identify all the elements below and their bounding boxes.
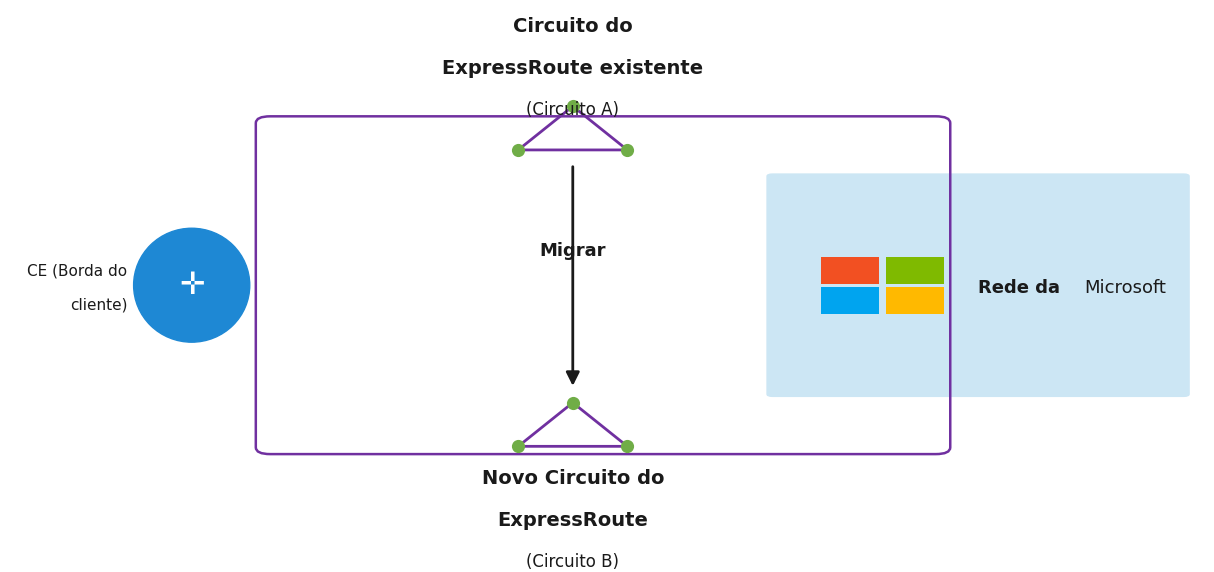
Text: ExpressRoute existente: ExpressRoute existente bbox=[442, 59, 703, 78]
Bar bbox=[886, 257, 944, 284]
Point bbox=[618, 442, 637, 451]
Text: Migrar: Migrar bbox=[539, 241, 606, 260]
Point bbox=[563, 102, 583, 111]
Text: (Circuito A): (Circuito A) bbox=[527, 101, 619, 118]
Ellipse shape bbox=[134, 228, 250, 342]
Text: CE (Borda do: CE (Borda do bbox=[28, 264, 127, 279]
Bar bbox=[821, 257, 879, 284]
Point bbox=[509, 145, 528, 154]
Text: Rede da: Rede da bbox=[978, 279, 1066, 297]
Text: Microsoft: Microsoft bbox=[1084, 279, 1167, 297]
FancyBboxPatch shape bbox=[766, 173, 1190, 397]
Bar bbox=[821, 287, 879, 313]
Text: Circuito do: Circuito do bbox=[512, 17, 632, 36]
Text: ExpressRoute: ExpressRoute bbox=[498, 511, 648, 530]
Text: Novo Circuito do: Novo Circuito do bbox=[482, 468, 664, 488]
Text: (Circuito B): (Circuito B) bbox=[527, 553, 619, 571]
Point bbox=[509, 442, 528, 451]
Point bbox=[618, 145, 637, 154]
Text: ✛: ✛ bbox=[178, 271, 204, 300]
Bar bbox=[886, 287, 944, 313]
Point bbox=[563, 398, 583, 407]
Text: cliente): cliente) bbox=[70, 297, 127, 312]
